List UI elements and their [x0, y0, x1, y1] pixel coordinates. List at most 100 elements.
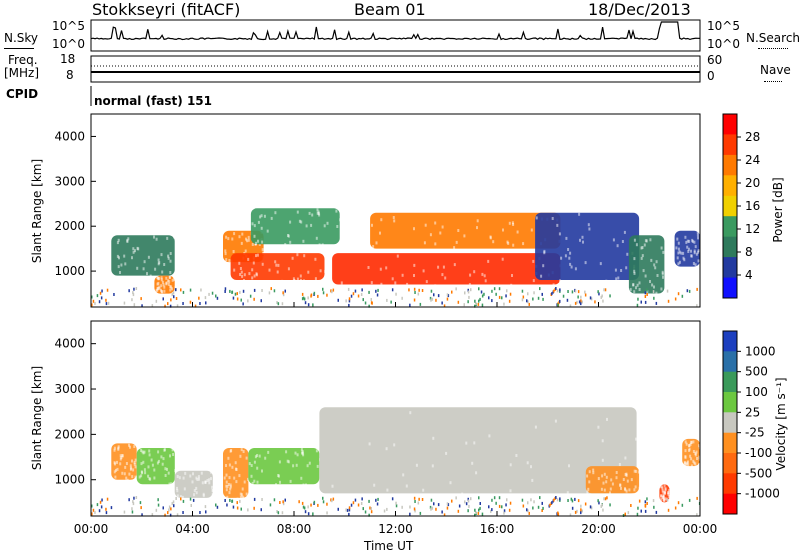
- heatmap-speckle: [645, 239, 648, 243]
- ground-scatter-point: [652, 290, 655, 294]
- heatmap-speckle: [668, 489, 671, 493]
- nsky-legend-line: [4, 48, 34, 49]
- heatmap-speckle: [147, 474, 150, 478]
- heatmap-speckle: [165, 282, 168, 286]
- heatmap-speckle: [626, 479, 629, 483]
- heatmap-speckle: [156, 287, 159, 291]
- ground-scatter-point: [574, 289, 577, 293]
- heatmap-speckle: [667, 501, 670, 505]
- ground-scatter-point: [205, 510, 207, 514]
- heatmap-speckle: [693, 251, 696, 255]
- heatmap-speckle: [684, 449, 687, 453]
- ground-scatter-point: [208, 292, 210, 296]
- ground-scatter-point: [348, 512, 350, 516]
- ground-scatter-point: [361, 497, 363, 501]
- heatmap-speckle: [241, 274, 244, 278]
- heatmap-speckle: [635, 286, 637, 290]
- heatmap-speckle: [633, 290, 636, 294]
- ground-scatter-point: [417, 501, 420, 505]
- ground-scatter-point: [368, 290, 370, 294]
- heatmap-speckle: [612, 238, 615, 242]
- heatmap-speckle: [176, 494, 179, 498]
- heatmap-speckle: [515, 454, 518, 457]
- cpid-value: normal (fast) 151: [94, 94, 212, 108]
- ground-scatter-point: [457, 300, 460, 304]
- heatmap-speckle: [391, 277, 394, 281]
- heatmap-speckle: [661, 270, 664, 274]
- heatmap-speckle: [296, 210, 299, 214]
- ground-scatter-point: [236, 501, 238, 505]
- heatmap-speckle: [373, 483, 376, 487]
- ground-scatter-point: [688, 289, 691, 293]
- ground-scatter-point: [419, 302, 422, 306]
- heatmap-speckle: [120, 263, 123, 267]
- heatmap-speckle: [240, 493, 243, 497]
- ground-scatter-point: [602, 508, 604, 512]
- heatmap-speckle: [317, 212, 320, 215]
- ground-scatter-point: [128, 289, 130, 293]
- heatmap-speckle: [340, 281, 343, 285]
- heatmap-speckle: [149, 274, 152, 278]
- ground-scatter-point: [604, 288, 607, 292]
- heatmap-speckle: [171, 287, 173, 291]
- heatmap-speckle: [253, 479, 256, 483]
- heatmap-speckle: [299, 278, 302, 282]
- heatmap-speckle: [694, 462, 697, 466]
- heatmap-speckle: [692, 440, 695, 444]
- heatmap-speckle: [255, 272, 258, 276]
- heatmap-speckle: [134, 465, 137, 469]
- ground-scatter-point: [481, 303, 484, 307]
- heatmap-speckle: [261, 240, 264, 244]
- heatmap-speckle: [176, 489, 179, 493]
- ground-scatter-point: [522, 295, 525, 299]
- ground-scatter-point: [417, 292, 420, 296]
- heatmap-speckle: [316, 208, 319, 212]
- heatmap-speckle: [677, 241, 680, 245]
- ground-scatter-point: [443, 513, 446, 517]
- ground-scatter-point: [298, 500, 300, 504]
- x-tick-label: 00:00: [683, 522, 718, 536]
- ground-scatter-point: [171, 502, 173, 506]
- heatmap-speckle: [143, 468, 146, 472]
- heatmap-speckle: [136, 246, 139, 250]
- ground-scatter-point: [413, 496, 416, 500]
- ground-scatter-point: [474, 299, 476, 303]
- ground-scatter-point: [364, 301, 367, 305]
- heatmap-speckle: [151, 463, 154, 467]
- heatmap-speckle: [275, 263, 278, 267]
- heatmap-speckle: [638, 281, 641, 285]
- heatmap-speckle: [133, 460, 136, 464]
- ground-scatter-point: [113, 293, 115, 296]
- heatmap-speckle: [628, 488, 631, 492]
- heatmap-speckle: [116, 460, 118, 464]
- heatmap-speckle: [684, 456, 687, 459]
- heatmap-speckle: [153, 235, 155, 239]
- ground-scatter-point: [307, 303, 310, 307]
- heatmap-speckle: [146, 272, 148, 276]
- ground-scatter-point: [282, 293, 285, 297]
- ground-scatter-point: [555, 496, 557, 499]
- ground-scatter-point: [204, 505, 207, 509]
- ground-scatter-point: [555, 287, 557, 290]
- heatmap-speckle: [324, 270, 327, 273]
- ground-scatter-point: [162, 506, 164, 510]
- ground-scatter-point: [268, 291, 271, 295]
- heatmap-patch: [535, 212, 640, 280]
- heatmap-speckle: [193, 489, 196, 493]
- heatmap-speckle: [251, 222, 254, 226]
- ground-scatter-point: [421, 289, 424, 292]
- ground-scatter-point: [576, 300, 578, 304]
- heatmap-speckle: [667, 499, 670, 503]
- heatmap-speckle: [163, 448, 166, 452]
- ground-scatter-point: [189, 300, 192, 304]
- colorbar-tick-label: -500: [745, 466, 772, 480]
- ground-scatter-point: [508, 508, 511, 512]
- heatmap-speckle: [161, 290, 164, 294]
- heatmap-speckle: [246, 239, 249, 243]
- ground-scatter-point: [98, 509, 101, 513]
- ground-scatter-point: [646, 293, 648, 296]
- heatmap-speckle: [649, 238, 652, 242]
- heatmap-speckle: [256, 454, 259, 457]
- x-tick-label: 12:00: [378, 522, 413, 536]
- ground-scatter-point: [273, 498, 276, 502]
